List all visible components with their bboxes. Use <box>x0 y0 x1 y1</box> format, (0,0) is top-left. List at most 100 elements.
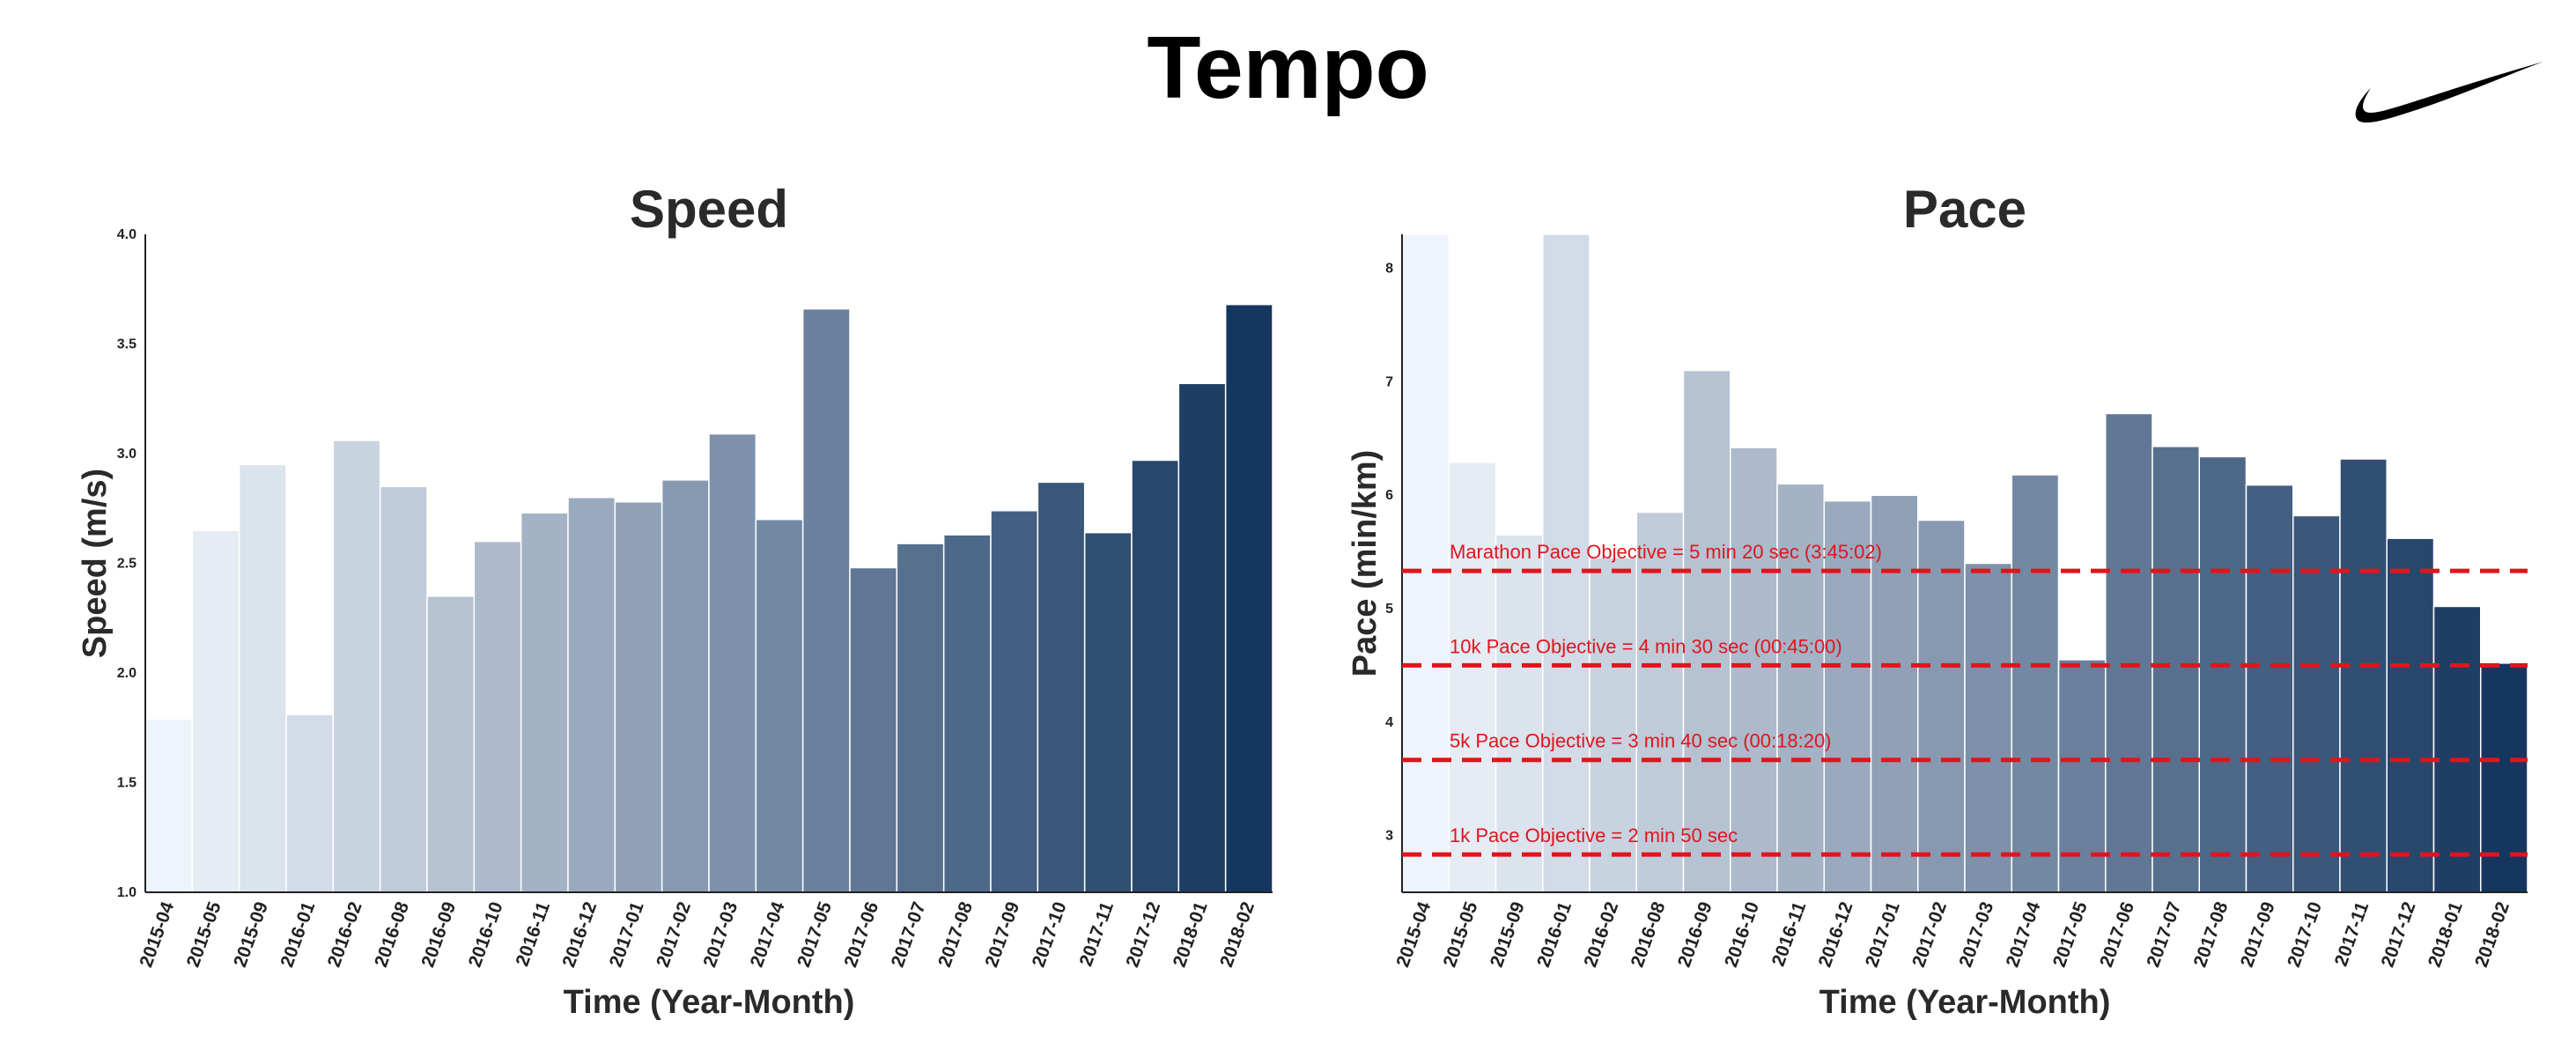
objective-label: Marathon Pace Objective = 5 min 20 sec (… <box>1450 541 1882 563</box>
bar-2016-02 <box>332 440 381 893</box>
bar-2017-02 <box>1917 519 1966 893</box>
x-tick-label: 2017-03 <box>699 899 742 970</box>
bar-2017-08 <box>2198 455 2248 893</box>
y-tick-label: 8 <box>1385 262 1393 277</box>
bar-2018-02 <box>2480 662 2528 893</box>
x-tick-label: 2016-12 <box>1815 899 1857 970</box>
x-tick-label: 2017-08 <box>2190 899 2233 971</box>
bar-2016-12 <box>1823 499 1872 893</box>
bar-2017-01 <box>1870 494 1919 893</box>
bar-2016-11 <box>520 512 569 893</box>
x-tick-label: 2018-01 <box>2425 899 2467 971</box>
bar-2017-09 <box>990 509 1039 893</box>
x-tick-label: 2016-10 <box>465 899 507 970</box>
bar-2017-06 <box>2105 412 2153 893</box>
bar-2016-09 <box>426 595 476 893</box>
x-tick-label: 2017-09 <box>2237 899 2279 970</box>
x-axis-title: Time (Year-Month) <box>1819 984 2111 1021</box>
y-tick-label: 2.5 <box>117 557 137 572</box>
bar-2017-07 <box>896 543 945 893</box>
x-tick-label: 2017-06 <box>840 899 882 970</box>
bar-2017-01 <box>614 501 663 893</box>
x-tick-label: 2016-10 <box>1721 899 1763 970</box>
x-tick-label: 2018-02 <box>2471 899 2513 970</box>
bar-2017-06 <box>849 566 898 893</box>
bar-2017-12 <box>1131 459 1180 893</box>
x-tick-label: 2017-01 <box>606 899 648 971</box>
x-tick-label: 2015-05 <box>1440 899 1482 971</box>
x-tick-label: 2015-04 <box>1392 899 1435 971</box>
bar-2016-10 <box>1730 447 1778 893</box>
x-tick-label: 2015-04 <box>136 899 178 971</box>
x-tick-label: 2016-09 <box>417 899 460 970</box>
swoosh-shape <box>2355 62 2543 123</box>
bar-2016-11 <box>1776 483 1825 893</box>
bar-2017-05 <box>801 307 851 893</box>
x-tick-label: 2017-04 <box>2003 899 2045 971</box>
bar-2015-05 <box>191 529 240 893</box>
x-tick-label: 2016-08 <box>1628 899 1670 971</box>
bar-2015-04 <box>144 718 194 893</box>
x-tick-label: 2016-02 <box>324 899 366 970</box>
bar-2016-09 <box>1682 369 1731 893</box>
x-tick-label: 2016-12 <box>558 899 601 970</box>
x-tick-label: 2017-12 <box>2378 899 2420 970</box>
bar-2017-03 <box>708 432 757 893</box>
x-tick-label: 2017-04 <box>747 899 789 971</box>
x-tick-label: 2016-08 <box>371 899 413 971</box>
x-tick-label: 2017-07 <box>888 899 930 970</box>
bar-2017-08 <box>942 534 992 893</box>
x-tick-label: 2018-01 <box>1170 899 1212 971</box>
x-tick-label: 2016-02 <box>1580 899 1622 970</box>
y-tick-label: 5 <box>1385 602 1393 617</box>
bar-2015-04 <box>1401 233 1450 893</box>
y-tick-label: 1.0 <box>117 885 137 900</box>
x-tick-label: 2017-02 <box>653 899 695 970</box>
x-tick-label: 2017-11 <box>1075 899 1118 969</box>
x-tick-label: 2016-09 <box>1674 899 1716 970</box>
x-tick-label: 2017-05 <box>793 899 836 971</box>
swoosh-logo <box>2355 62 2543 123</box>
bar-2016-08 <box>1635 511 1685 893</box>
y-tick-label: 3.0 <box>117 447 137 462</box>
bar-2018-02 <box>1224 303 1273 893</box>
bar-2017-04 <box>2011 474 2060 893</box>
x-tick-label: 2016-01 <box>1533 899 1576 971</box>
y-tick-label: 3 <box>1385 829 1393 844</box>
bar-2016-01 <box>1542 233 1591 893</box>
x-tick-label: 2016-01 <box>277 899 319 971</box>
x-tick-label: 2016-11 <box>512 899 554 969</box>
y-axis-title: Pace (min/km) <box>1347 450 1384 677</box>
x-tick-label: 2016-11 <box>1768 899 1811 969</box>
bar-2018-01 <box>1177 382 1227 893</box>
bar-2017-09 <box>2245 484 2294 893</box>
chart-title: Speed <box>630 180 788 239</box>
y-tick-label: 7 <box>1385 374 1393 389</box>
bar-2017-04 <box>755 518 804 893</box>
objective-label: 10k Pace Objective = 4 min 30 sec (00:45… <box>1450 635 1842 657</box>
bar-2017-11 <box>1083 531 1133 893</box>
y-tick-label: 6 <box>1385 488 1393 503</box>
bar-2017-11 <box>2339 458 2388 893</box>
objective-label: 5k Pace Objective = 3 min 40 sec (00:18:… <box>1450 730 1832 752</box>
bar-2017-02 <box>661 479 710 893</box>
x-tick-label: 2017-08 <box>934 899 977 971</box>
page-title: Tempo <box>1147 18 1429 117</box>
x-tick-label: 2015-09 <box>1487 899 1529 970</box>
y-tick-label: 3.5 <box>117 337 137 352</box>
y-tick-label: 4.0 <box>117 227 137 242</box>
chart-title: Pace <box>1903 180 2026 239</box>
bar-2017-12 <box>2386 537 2435 893</box>
bar-2017-07 <box>2152 446 2200 893</box>
bar-2016-08 <box>379 485 428 893</box>
x-tick-label: 2015-05 <box>183 899 225 971</box>
x-tick-label: 2017-02 <box>1908 899 1951 970</box>
objective-label: 1k Pace Objective = 2 min 50 sec <box>1450 824 1738 846</box>
bar-2017-10 <box>1037 481 1086 893</box>
bar-2015-09 <box>238 463 287 893</box>
x-tick-label: 2017-12 <box>1122 899 1164 970</box>
y-tick-label: 1.5 <box>117 776 137 791</box>
x-tick-label: 2018-02 <box>1216 899 1258 970</box>
x-tick-label: 2017-05 <box>2049 899 2092 971</box>
x-tick-label: 2017-11 <box>2331 899 2373 969</box>
